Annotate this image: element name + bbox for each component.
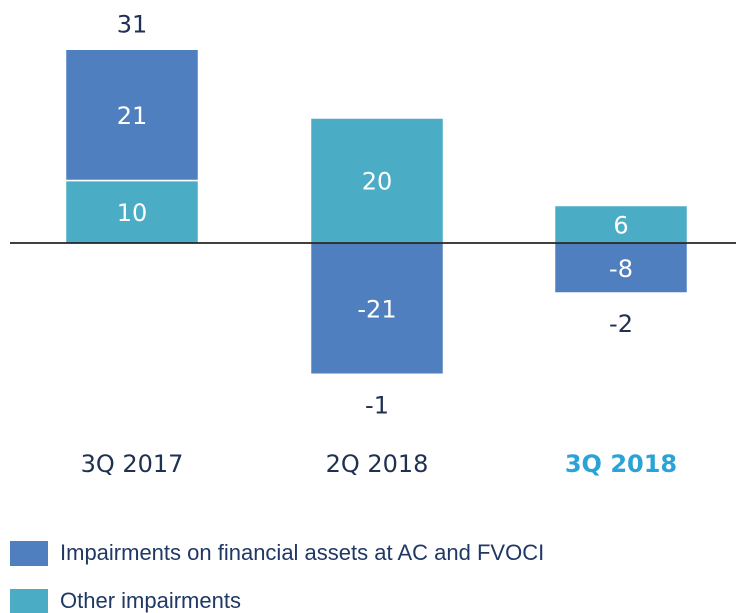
x-tick-label: 2Q 2018	[326, 450, 429, 478]
segment-label: -8	[609, 255, 633, 283]
legend-swatch	[10, 589, 48, 613]
segment-label: 20	[362, 168, 393, 196]
segment-label: 10	[117, 199, 148, 227]
x-tick-label: 3Q 2017	[81, 450, 184, 478]
bar-segment	[309, 117, 445, 244]
legend-swatch	[10, 541, 48, 566]
segment-label: -21	[357, 296, 396, 324]
bar-segment	[64, 179, 200, 244]
bar-segment	[553, 242, 689, 294]
bar-segment	[309, 242, 445, 375]
total-label: 31	[117, 10, 148, 38]
total-label: -2	[609, 310, 633, 338]
segment-label: 6	[613, 211, 628, 239]
x-tick-label: 3Q 2018	[565, 450, 677, 478]
segment-label: 21	[117, 102, 148, 130]
total-label: -1	[365, 391, 389, 419]
legend-label: Other impairments	[60, 588, 241, 613]
bar-segment	[64, 48, 200, 182]
legend-label: Impairments on financial assets at AC an…	[60, 540, 544, 565]
